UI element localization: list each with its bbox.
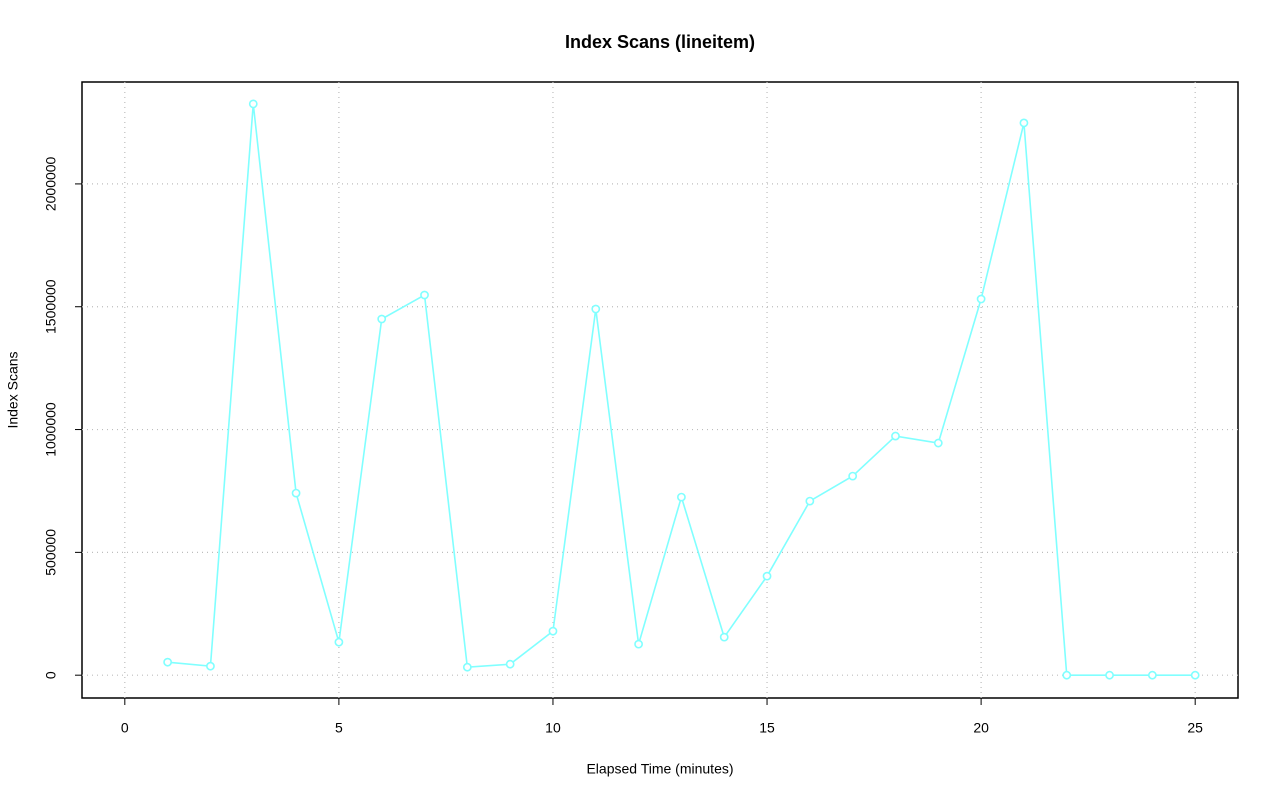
x-tick-label: 10 bbox=[545, 720, 561, 736]
data-point bbox=[462, 662, 472, 672]
data-point bbox=[505, 659, 515, 669]
data-point bbox=[548, 626, 558, 636]
plot-frame bbox=[81, 81, 1239, 699]
y-tick-label: 1500000 bbox=[43, 279, 59, 334]
data-point bbox=[377, 314, 387, 324]
y-tick-label: 1000000 bbox=[43, 402, 59, 457]
data-point bbox=[634, 639, 643, 649]
x-tick-label: 0 bbox=[121, 720, 129, 736]
y-tick-label: 0 bbox=[43, 671, 59, 679]
data-point bbox=[805, 496, 815, 506]
data-point bbox=[1062, 670, 1072, 680]
series-line bbox=[167, 103, 1196, 676]
data-point bbox=[248, 99, 258, 109]
x-tick-label: 25 bbox=[1187, 720, 1203, 736]
data-point bbox=[762, 571, 772, 581]
data-point bbox=[1105, 670, 1114, 680]
x-tick-label: 5 bbox=[335, 720, 343, 736]
data-point bbox=[334, 637, 344, 647]
chart-title: Index Scans (lineitem) bbox=[565, 32, 755, 52]
data-point bbox=[420, 290, 429, 300]
data-point bbox=[206, 661, 215, 671]
data-point bbox=[891, 431, 900, 441]
data-point bbox=[1147, 670, 1157, 680]
data-point bbox=[976, 294, 986, 304]
data-point bbox=[163, 657, 173, 667]
data-point bbox=[719, 632, 729, 642]
data-point bbox=[591, 304, 601, 314]
data-point bbox=[1190, 670, 1200, 680]
data-point bbox=[677, 492, 686, 502]
y-axis-title: Index Scans bbox=[5, 351, 21, 428]
data-point bbox=[933, 438, 943, 448]
y-tick-label: 500000 bbox=[43, 529, 59, 576]
data-point bbox=[291, 488, 301, 498]
x-tick-label: 15 bbox=[759, 720, 775, 736]
x-tick-label: 20 bbox=[973, 720, 989, 736]
x-axis-title: Elapsed Time (minutes) bbox=[586, 761, 733, 777]
y-tick-label: 2000000 bbox=[43, 156, 59, 211]
data-point bbox=[1019, 118, 1029, 128]
data-point bbox=[848, 471, 858, 481]
